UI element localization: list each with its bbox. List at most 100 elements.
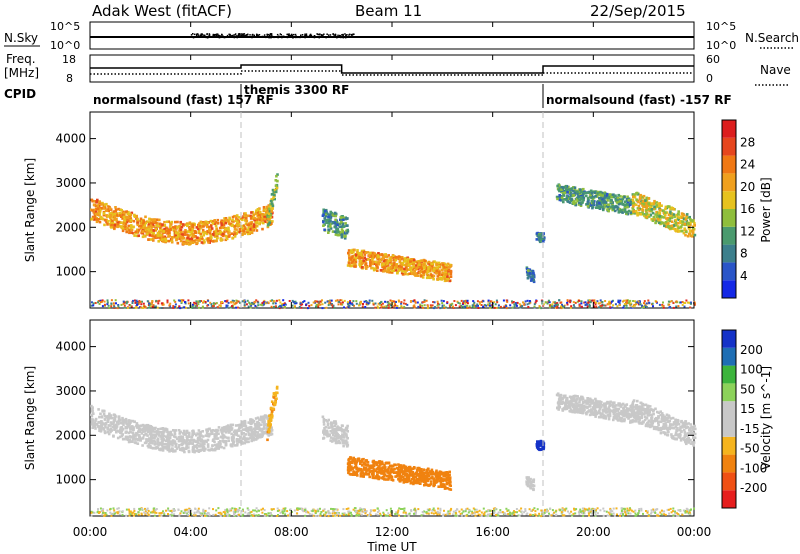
scatter-cell [415,268,418,271]
nsky-point [269,33,272,35]
scatter-cell [177,299,180,302]
scatter-cell [161,432,165,435]
scatter-cell [187,235,190,238]
scatter-cell [90,304,93,307]
scatter-cell [377,306,380,309]
scatter-cell [221,437,225,440]
scatter-cell [246,299,249,302]
scatter-cell [108,207,112,210]
scatter-cell [672,227,675,230]
scatter-cell [643,300,646,303]
scatter-cell [580,188,583,192]
scatter-cell [124,222,128,226]
scatter-cell [222,223,226,227]
scatter-cell [129,304,132,307]
scatter-cell [538,305,541,308]
scatter-cell [344,222,347,225]
scatter-cell [255,229,259,232]
scatter-cell [688,230,692,233]
scatter-cell [183,430,186,433]
scatter-cell [261,302,264,305]
scatter-cell [327,231,330,234]
scatter-cell [261,418,265,422]
scatter-cell [190,237,194,240]
scatter-cell [130,305,133,308]
scatter-cell [361,256,364,260]
scatter-cell [657,221,661,225]
scatter-cell [341,433,344,436]
scatter-cell [225,304,228,307]
scatter-cell [429,304,432,307]
scatter-cell [125,216,128,220]
scatter-cell [109,430,112,434]
scatter-cell [452,305,454,308]
scatter-cell [230,232,233,235]
scatter-cell [560,305,562,308]
scatter-cell [609,193,612,196]
nsky-point [205,36,207,39]
scatter-cell [578,304,581,307]
scatter-cell [342,218,345,221]
scatter-cell [235,228,238,231]
scatter-cell [136,219,139,223]
scatter-cell [98,214,101,217]
scatter-cell [106,299,109,302]
scatter-cell [256,420,259,424]
scatter-cell [141,307,144,309]
nsearch-tick-bottom: 10^0 [706,39,736,52]
nsky-point [197,33,199,35]
scatter-cell [175,230,178,233]
scatter-cell [599,196,603,200]
scatter-cell [283,302,286,305]
scatter-cell [681,303,684,306]
scatter-cell [526,273,529,277]
scatter-cell [207,299,210,302]
scatter-cell [321,307,324,310]
scatter-cell [134,301,137,304]
scatter-cell [177,445,180,449]
scatter-cell [582,196,586,200]
scatter-cell [147,228,151,232]
scatter-cell [394,263,398,267]
scatter-cell [213,219,216,222]
scatter-cell [244,439,247,442]
scatter-cell [131,231,135,235]
scatter-cell [401,306,404,309]
scatter-cell [141,423,145,427]
scatter-cell [333,427,337,431]
scatter-cell [105,218,108,222]
scatter-cell [566,191,569,194]
scatter-cell [322,431,325,434]
scatter-cell [672,306,675,309]
scatter-cell [324,219,327,222]
scatter-cell [670,206,673,210]
scatter-cell [165,226,168,230]
scatter-cell [607,302,610,305]
scatter-cell [629,211,633,214]
scatter-cell [651,302,654,305]
scatter-cell [438,273,441,276]
scatter-cell [107,415,110,418]
scatter-cell [203,300,206,303]
scatter-cell [642,202,646,206]
scatter-cell [188,226,191,229]
scatter-cell [158,218,161,222]
nsky-point [237,34,240,37]
scatter-cell [162,236,165,239]
scatter-cell [677,230,681,233]
scatter-cell [155,218,159,221]
scatter-cell [644,305,647,308]
scatter-cell [532,272,535,275]
scatter-cell [545,301,547,304]
scatter-cell [135,305,138,308]
freq-trace [90,64,694,76]
scatter-cell [436,275,440,278]
scatter-cell [173,440,177,443]
scatter-cell [147,221,151,225]
nsky-point [300,34,302,36]
scatter-cell [148,306,150,309]
scatter-cell [645,206,649,210]
scatter-cell [198,438,202,442]
scatter-cell [330,214,333,217]
